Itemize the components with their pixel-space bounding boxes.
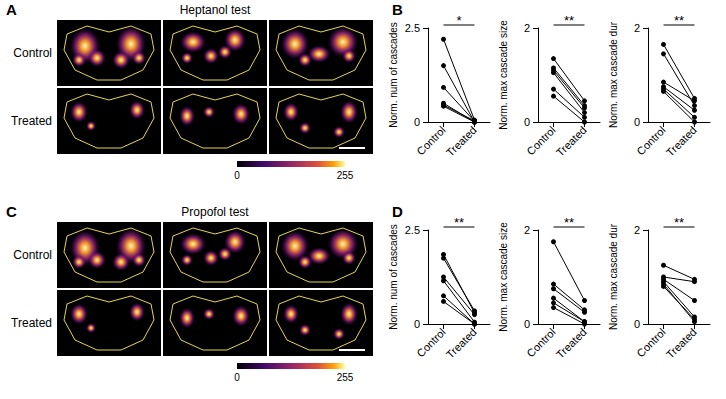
svg-text:Treated: Treated	[11, 316, 52, 330]
svg-text:Control: Control	[13, 248, 52, 262]
svg-text:255: 255	[337, 170, 354, 181]
svg-text:**: **	[564, 13, 574, 28]
svg-text:A: A	[6, 1, 17, 18]
svg-text:C: C	[6, 203, 17, 220]
svg-text:0: 0	[234, 170, 240, 181]
svg-text:Control: Control	[524, 124, 558, 158]
svg-text:2: 2	[634, 22, 640, 34]
svg-text:2: 2	[524, 224, 530, 236]
svg-text:Treated: Treated	[11, 114, 52, 128]
svg-text:**: **	[674, 13, 684, 28]
svg-text:0: 0	[414, 116, 420, 128]
svg-text:Control: Control	[414, 124, 448, 158]
svg-text:**: **	[564, 215, 574, 230]
svg-text:**: **	[454, 215, 464, 230]
svg-text:Treated: Treated	[554, 326, 589, 361]
svg-text:0: 0	[524, 116, 530, 128]
svg-text:Propofol test: Propofol test	[181, 205, 249, 219]
svg-text:Control: Control	[13, 46, 52, 60]
svg-text:Control: Control	[634, 124, 668, 158]
svg-text:Norm. max cascade size: Norm. max cascade size	[498, 20, 509, 130]
svg-text:D: D	[392, 203, 403, 220]
svg-text:Control: Control	[524, 326, 558, 360]
svg-text:Treated: Treated	[664, 326, 699, 361]
svg-text:Norm. max cascade dur: Norm. max cascade dur	[608, 223, 619, 330]
svg-text:Control: Control	[634, 326, 668, 360]
svg-text:B: B	[392, 1, 403, 18]
svg-text:Control: Control	[414, 326, 448, 360]
svg-text:Treated: Treated	[444, 124, 479, 159]
svg-text:2: 2	[524, 22, 530, 34]
svg-text:Treated: Treated	[664, 124, 699, 159]
svg-text:0: 0	[414, 318, 420, 330]
svg-text:0: 0	[634, 116, 640, 128]
svg-text:Norm. max cascade size: Norm. max cascade size	[498, 222, 509, 332]
svg-text:0: 0	[634, 318, 640, 330]
svg-text:Norm. num of cascades: Norm. num of cascades	[388, 224, 399, 330]
svg-text:**: **	[674, 215, 684, 230]
svg-text:*: *	[456, 13, 461, 28]
svg-text:2.5: 2.5	[405, 22, 420, 34]
svg-text:255: 255	[337, 372, 354, 383]
svg-text:Norm. max cascade dur: Norm. max cascade dur	[608, 21, 619, 128]
svg-text:Treated: Treated	[554, 124, 589, 159]
svg-text:Norm. num of cascades: Norm. num of cascades	[388, 22, 399, 128]
svg-text:2: 2	[634, 224, 640, 236]
svg-text:0: 0	[234, 372, 240, 383]
svg-text:0: 0	[524, 318, 530, 330]
svg-text:Treated: Treated	[444, 326, 479, 361]
svg-text:2.5: 2.5	[405, 224, 420, 236]
svg-text:Heptanol test: Heptanol test	[180, 3, 251, 17]
